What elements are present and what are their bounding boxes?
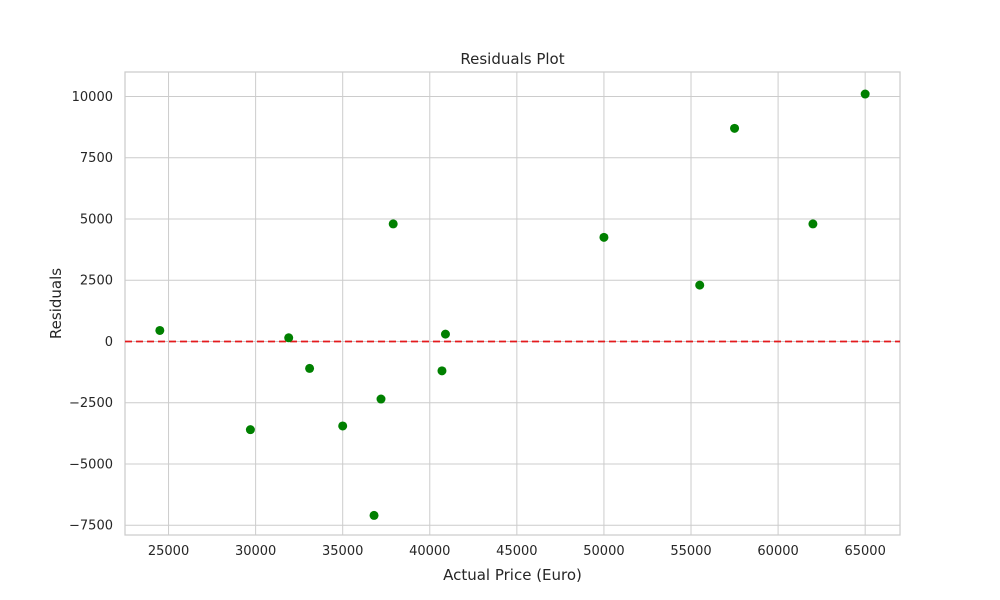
- scatter-point: [376, 394, 386, 404]
- x-axis-ticks: 25000 30000 35000 40000 45000 50000 55000 60000…: [148, 544, 886, 559]
- scatter-point: [305, 363, 315, 373]
- y-tick-label: 10000: [72, 90, 113, 105]
- scatter-point: [440, 329, 450, 339]
- y-tick-label: 0: [105, 335, 113, 350]
- x-tick-label: 25000: [148, 544, 189, 559]
- x-tick-label: 35000: [322, 544, 363, 559]
- x-axis-label: Actual Price (Euro): [443, 566, 582, 584]
- scatter-point: [284, 333, 294, 343]
- plot-frame: [124, 71, 901, 536]
- y-tick-label: 7500: [80, 151, 113, 166]
- scatter-point: [437, 366, 447, 376]
- data-points: [155, 89, 870, 520]
- y-tick-label: −5000: [69, 457, 113, 472]
- grid: [125, 72, 900, 535]
- scatter-point: [388, 219, 398, 229]
- y-tick-label: −7500: [69, 519, 113, 534]
- x-tick-label: 50000: [583, 544, 624, 559]
- y-tick-label: −2500: [69, 396, 113, 411]
- x-tick-label: 65000: [844, 544, 885, 559]
- y-tick-label: 2500: [80, 274, 113, 289]
- scatter-point: [338, 421, 348, 431]
- scatter-point: [155, 325, 165, 335]
- y-axis-label: Residuals: [47, 268, 65, 339]
- y-axis-ticks: −7500 −5000 −2500 0 2500 5000 7500 10000: [69, 90, 113, 534]
- x-tick-label: 40000: [409, 544, 450, 559]
- x-tick-label: 45000: [496, 544, 537, 559]
- x-tick-label: 30000: [235, 544, 276, 559]
- scatter-point: [808, 219, 818, 229]
- chart-title: Residuals Plot: [460, 50, 564, 68]
- scatter-point: [369, 510, 379, 520]
- scatter-point: [245, 425, 255, 435]
- scatter-point: [599, 232, 609, 242]
- y-tick-label: 5000: [80, 212, 113, 227]
- scatter-point: [860, 89, 870, 99]
- x-tick-label: 60000: [757, 544, 798, 559]
- x-tick-label: 55000: [670, 544, 711, 559]
- scatter-point: [695, 280, 705, 290]
- scatter-point: [730, 123, 740, 133]
